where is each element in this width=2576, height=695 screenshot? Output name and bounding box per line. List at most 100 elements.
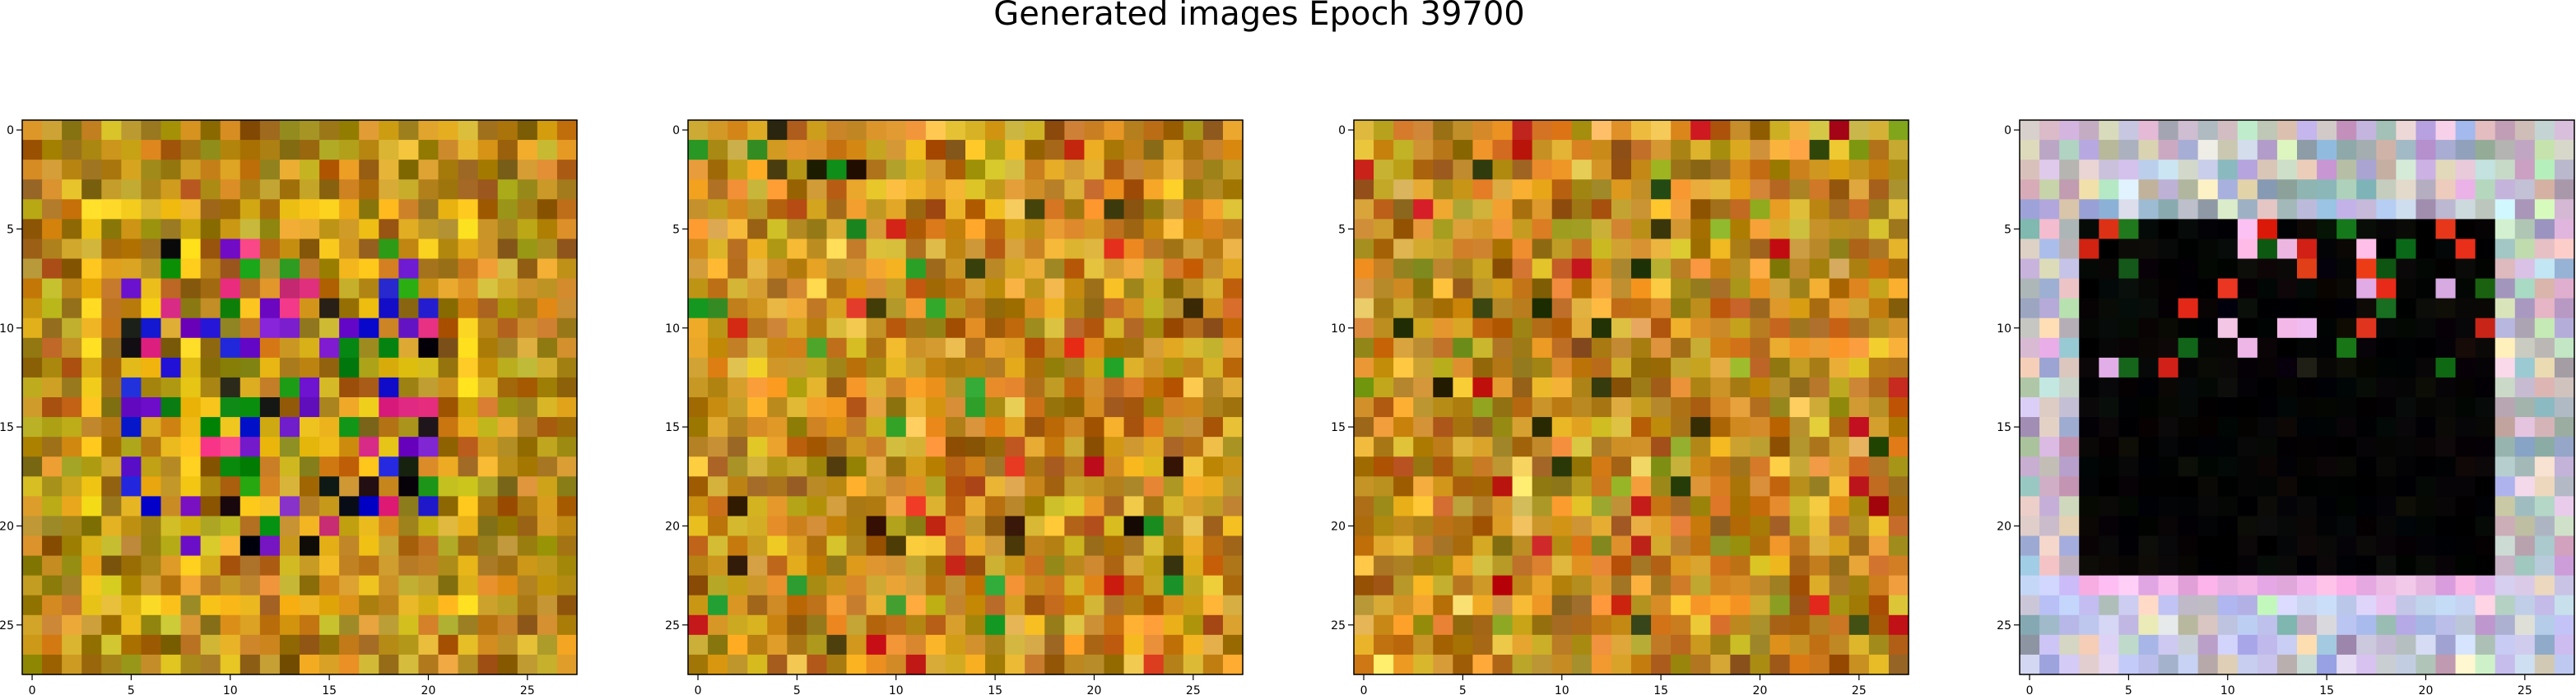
- pixel-cell: [1789, 535, 1811, 557]
- pixel-cell: [259, 317, 281, 339]
- pixel-cell: [886, 397, 907, 418]
- pixel-cell: [259, 456, 281, 477]
- pixel-cell: [1393, 555, 1414, 577]
- pixel-cell: [1163, 397, 1184, 418]
- pixel-cell: [1472, 337, 1494, 359]
- pixel-cell: [1084, 456, 1105, 477]
- pixel-cell: [1551, 357, 1573, 378]
- pixel-cell: [141, 160, 162, 180]
- pixel-cell: [2020, 337, 2040, 359]
- pixel-cell: [2514, 535, 2536, 557]
- pixel-cell: [1044, 337, 1065, 359]
- pixel-cell: [767, 377, 788, 398]
- pixel-cell: [42, 317, 63, 339]
- pixel-cell: [2376, 516, 2397, 537]
- pixel-cell: [2217, 634, 2239, 656]
- pixel-cell: [747, 555, 768, 577]
- pixel-cell: [1710, 219, 1731, 240]
- pixel-cell: [200, 278, 221, 299]
- pixel-cell: [1025, 160, 1045, 180]
- pixel-cell: [2455, 278, 2476, 299]
- pixel-cell: [1374, 160, 1394, 180]
- pixel-cell: [826, 595, 848, 616]
- pixel-cell: [477, 496, 499, 517]
- pixel-cell: [2099, 516, 2119, 537]
- pixel-cell: [1789, 575, 1811, 596]
- pixel-cell: [1123, 516, 1145, 537]
- pixel-cell: [259, 555, 281, 577]
- pixel-cell: [2475, 140, 2496, 160]
- pixel-cell: [497, 337, 518, 359]
- pixel-cell: [359, 496, 379, 517]
- pixel-cell: [2276, 496, 2298, 517]
- pixel-cell: [1005, 516, 1025, 537]
- pixel-cell: [62, 575, 82, 596]
- pixel-cell: [728, 555, 748, 577]
- pixel-cell: [1551, 437, 1573, 457]
- pixel-cell: [42, 555, 63, 577]
- pixel-cell: [1750, 634, 1771, 656]
- pixel-cell: [2495, 219, 2516, 240]
- pixel-cell: [239, 397, 261, 418]
- pixel-cell: [220, 437, 241, 457]
- pixel-cell: [1888, 337, 1909, 359]
- pixel-cell: [1868, 298, 1890, 319]
- pixel-cell: [787, 595, 808, 616]
- pixel-cell: [1809, 456, 1830, 477]
- pixel-cell: [2257, 417, 2278, 438]
- pixel-cell: [767, 357, 788, 378]
- pixel-cell: [1829, 595, 1850, 616]
- pixel-cell: [945, 476, 966, 497]
- pixel-cell: [2435, 160, 2457, 180]
- pixel-cell: [339, 199, 360, 220]
- pixel-cell: [1413, 417, 1434, 438]
- pixel-cell: [279, 654, 300, 675]
- pixel-cell: [1064, 595, 1086, 616]
- pixel-cell: [2059, 654, 2080, 675]
- pixel-cell: [1044, 476, 1065, 497]
- pixel-cell: [965, 278, 986, 299]
- pixel-cell: [1868, 595, 1890, 616]
- pixel-cell: [787, 120, 808, 141]
- pixel-cell: [418, 239, 439, 260]
- pixel-cell: [965, 239, 986, 260]
- pixel-cell: [1730, 120, 1751, 141]
- pixel-cell: [1183, 634, 1204, 656]
- pixel-cell: [2059, 476, 2080, 497]
- pixel-cell: [1044, 555, 1065, 577]
- pixel-cell: [2020, 120, 2040, 141]
- pixel-cell: [2416, 575, 2437, 596]
- pixel-cell: [517, 239, 538, 260]
- pixel-cell: [2416, 120, 2437, 141]
- pixel-cell: [2197, 239, 2219, 260]
- pixel-cell: [339, 417, 360, 438]
- pixel-cell: [1044, 516, 1065, 537]
- pixel-cell: [1750, 516, 1771, 537]
- pixel-cell: [1453, 476, 1474, 497]
- pixel-cell: [1532, 317, 1553, 339]
- pixel-cell: [767, 516, 788, 537]
- pixel-cell: [1025, 258, 1045, 280]
- pixel-cell: [160, 397, 182, 418]
- pixel-cell: [497, 575, 518, 596]
- pixel-cell: [2297, 437, 2318, 457]
- pixel-cell: [767, 575, 788, 596]
- pixel-cell: [728, 258, 748, 280]
- pixel-cell: [2495, 456, 2516, 477]
- pixel-cell: [2158, 456, 2179, 477]
- pixel-cell: [2158, 239, 2179, 260]
- pixel-cell: [688, 595, 709, 616]
- pixel-cell: [497, 258, 518, 280]
- pixel-cell: [2435, 595, 2457, 616]
- pixel-cell: [1512, 160, 1533, 180]
- pixel-cell: [1848, 317, 1870, 339]
- pixel-cell: [1025, 535, 1045, 557]
- pixel-cell: [1551, 179, 1573, 200]
- pixel-cell: [1789, 476, 1811, 497]
- pixel-cell: [1651, 278, 1672, 299]
- pixel-cell: [826, 258, 848, 280]
- pixel-cell: [1123, 160, 1145, 180]
- pixel-cell: [2118, 496, 2140, 517]
- pixel-cell: [1848, 298, 1870, 319]
- pixel-cell: [1671, 555, 1691, 577]
